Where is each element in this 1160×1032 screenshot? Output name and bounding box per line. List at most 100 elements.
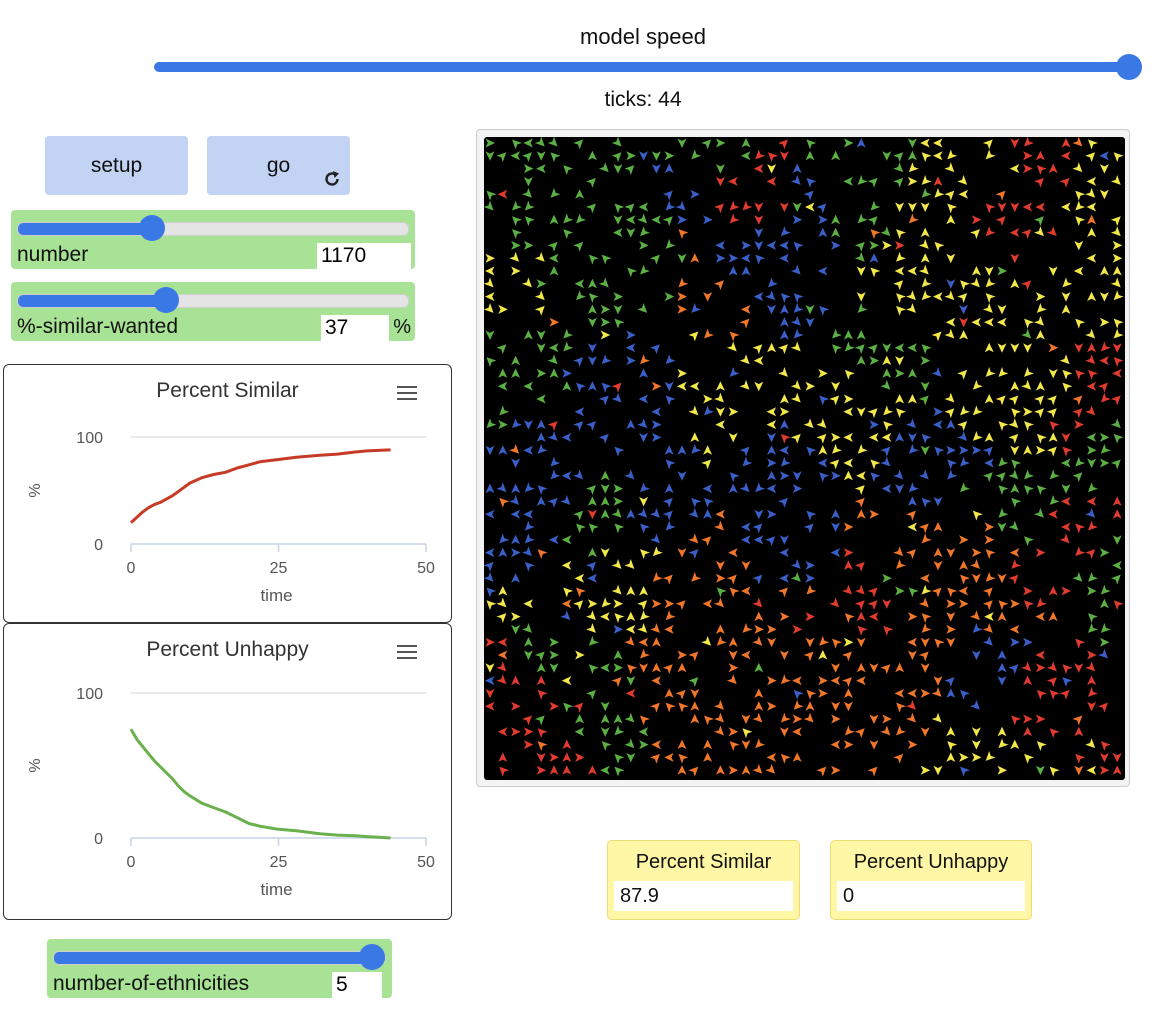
similar-wanted-slider-value[interactable]: 37 [321,315,389,341]
turtle-agent [563,213,574,224]
turtle-agent [960,574,970,585]
turtle-agent [1085,187,1096,198]
turtle-agent [754,202,764,212]
turtle-agent [639,740,649,750]
turtle-agent [792,215,803,225]
turtle-agent [896,408,906,419]
turtle-agent [626,330,636,340]
turtle-agent [843,740,854,750]
setup-button[interactable]: setup [45,136,188,195]
turtle-agent [854,497,865,508]
turtle-agent [959,317,969,328]
number-slider-value[interactable]: 1170 [317,243,411,269]
turtle-agent [640,354,650,365]
world-view[interactable] [484,137,1125,780]
turtle-agent [984,522,995,532]
model-speed-slider-track[interactable] [154,62,1130,72]
turtle-agent [640,264,650,275]
turtle-agent [754,228,764,238]
turtle-agent [1099,317,1110,327]
turtle-agent [895,662,905,673]
ethnicities-slider-value[interactable]: 5 [332,972,382,998]
similar-wanted-slider-thumb[interactable] [153,287,179,313]
turtle-agent [715,381,725,391]
turtle-agent [742,200,753,211]
turtle-agent [486,190,497,201]
turtle-agent [831,432,841,442]
turtle-agent [650,344,660,355]
ethnicities-slider[interactable]: number-of-ethnicities 5 [47,939,392,998]
turtle-agent [524,520,535,531]
turtle-agent [691,443,702,454]
turtle-agent [767,432,777,443]
turtle-agent [739,482,750,493]
turtle-agent [715,624,725,634]
turtle-agent [575,189,585,199]
turtle-agent [1110,277,1121,288]
turtle-agent [586,485,596,495]
turtle-agent [1086,432,1097,442]
turtle-agent [627,267,638,278]
turtle-agent [958,189,969,199]
turtle-agent [549,752,559,762]
turtle-agent [945,317,956,327]
turtle-agent [806,446,817,457]
hamburger-menu-icon[interactable] [397,386,417,400]
turtle-agent [1049,766,1060,777]
turtle-agent [509,251,520,262]
turtle-agent [982,472,993,483]
turtle-agent [854,344,865,355]
turtle-agent [793,689,804,700]
turtle-agent [1048,611,1058,622]
turtle-agent [739,379,750,390]
similar-wanted-slider-track[interactable] [17,294,409,308]
turtle-agent [1098,702,1108,713]
x-tick-label: 0 [127,560,136,577]
turtle-agent [995,395,1006,406]
turtle-agent [767,701,777,711]
turtle-agent [754,624,764,634]
turtle-agent [626,611,636,622]
turtle-agent [715,765,725,775]
turtle-agent [805,381,815,391]
turtle-agent [1113,433,1124,444]
ethnicities-slider-thumb[interactable] [359,944,385,970]
turtle-agent [651,662,661,673]
turtle-agent [588,254,599,265]
hamburger-menu-icon[interactable] [397,645,417,659]
turtle-agent [598,162,609,173]
turtle-agent [640,549,650,559]
similar-wanted-slider[interactable]: %-similar-wanted 37 % [11,282,415,341]
number-slider-thumb[interactable] [139,215,165,241]
turtle-agent [1100,584,1111,595]
turtle-agent [779,612,790,622]
turtle-agent [1048,368,1058,379]
turtle-agent [1085,507,1096,518]
turtle-agent [573,469,584,480]
turtle-agent [523,330,533,340]
turtle-agent [1010,739,1020,750]
go-button[interactable]: go [207,136,350,195]
turtle-agent [499,766,510,777]
turtle-agent [895,586,905,596]
turtle-agent [1010,483,1020,494]
turtle-agent [640,648,650,659]
turtle-agent [843,432,853,442]
turtle-agent [614,318,625,329]
turtle-agent [946,279,956,289]
turtle-agent [665,520,676,531]
model-speed-slider-thumb[interactable] [1116,54,1142,80]
turtle-agent [1098,648,1108,659]
turtle-agent [792,727,802,737]
turtle-agent [831,765,841,775]
ethnicities-slider-track[interactable] [53,951,386,965]
turtle-agent [778,139,788,150]
turtle-agent [907,394,917,404]
turtle-agent [678,229,689,239]
turtle-agent [611,382,622,393]
turtle-agent [586,203,596,214]
number-slider[interactable]: number 1170 [11,210,415,269]
turtle-agent [920,727,930,737]
turtle-agent [624,635,635,646]
number-slider-track[interactable] [17,222,409,236]
